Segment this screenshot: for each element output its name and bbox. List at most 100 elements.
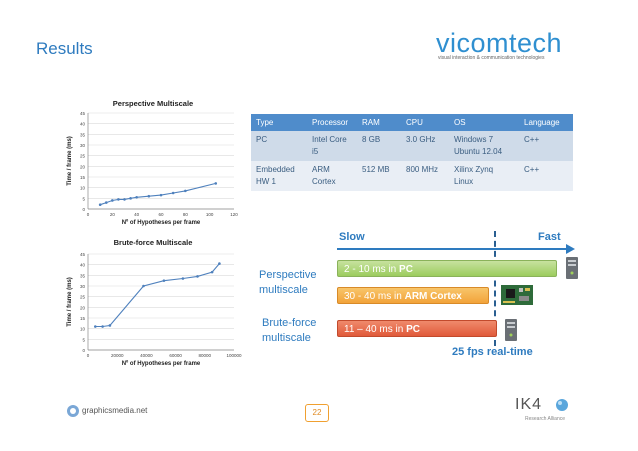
table-cell: Xilinx Zynq Linux — [449, 161, 519, 191]
data-point — [117, 198, 120, 201]
y-tick-label: 35 — [80, 273, 86, 278]
bruteforce-chart-svg: 0 5 10 15 20 25 30 35 40 45 0 20000 40000 60000 80000 1… — [67, 252, 242, 367]
arm-board-icon — [501, 285, 533, 305]
y-tick-label: 45 — [80, 111, 86, 116]
x-tick-label: 0 — [87, 353, 90, 358]
x-axis-label: Nº of Hypotheses per frame — [122, 361, 201, 367]
y-tick-label: 20 — [80, 305, 86, 310]
table-cell: Intel Core i5 — [307, 131, 357, 161]
table-cell: 512 MB — [357, 161, 401, 191]
x-tick-label: 120 — [230, 212, 238, 217]
data-point — [101, 325, 104, 328]
table-cell: C++ — [519, 131, 573, 161]
arrow-right-icon — [566, 244, 575, 254]
fps-label: 25 fps real-time — [452, 346, 533, 358]
bar-text: 11 – 40 ms in — [344, 324, 407, 335]
y-tick-label: 10 — [80, 186, 86, 191]
perspective-arm-bar: 30 - 40 ms in ARM Cortex — [337, 287, 489, 304]
table-row: Embedded HW 1 ARM Cortex 512 MB 800 MHz … — [251, 161, 573, 191]
realtime-threshold-line — [494, 231, 496, 346]
series-line — [100, 182, 216, 206]
chart-title: Brute-force Multiscale — [113, 238, 193, 247]
y-tick-label: 5 — [82, 196, 85, 201]
y-tick-label: 25 — [80, 295, 86, 300]
y-tick-label: 35 — [80, 132, 86, 137]
perspective-pc-bar: 2 - 10 ms in PC — [337, 260, 557, 277]
data-point — [171, 191, 175, 195]
data-point — [210, 270, 214, 274]
x-tick-label: 40 — [134, 212, 140, 217]
logo-wordmark: vicomtech — [436, 28, 563, 58]
table-header-cell: CPU — [401, 114, 449, 131]
pc-tower-icon — [566, 257, 578, 279]
ik4-wordmark: IK4 — [515, 396, 543, 413]
chart-title: Perspective Multiscale — [112, 99, 194, 108]
x-tick-label: 60000 — [169, 353, 182, 358]
bar-device: PC — [406, 324, 420, 335]
data-point — [142, 284, 145, 288]
pc-tower-icon — [505, 319, 517, 341]
data-point — [104, 201, 108, 204]
x-tick-label: 20000 — [111, 353, 124, 358]
y-tick-label: 20 — [80, 164, 86, 169]
logo-tagline: visual interaction & communication techn… — [438, 55, 545, 61]
table-header-row: Type Processor RAM CPU OS Language — [251, 114, 573, 131]
y-tick-label: 45 — [80, 252, 86, 257]
x-tick-label: 100000 — [226, 353, 242, 358]
perspective-chart-svg: 0 5 10 15 20 25 30 35 40 45 0 20 40 60 80 100 120 Nº of H… — [67, 111, 238, 226]
table-cell: PC — [251, 131, 307, 161]
ik4-logo: IK4 Research Alliance — [515, 396, 595, 432]
y-tick-label: 40 — [80, 122, 86, 127]
x-tick-label: 0 — [87, 212, 90, 217]
bar-device: ARM Cortex — [404, 291, 462, 302]
table-cell: ARM Cortex — [307, 161, 357, 191]
data-point — [129, 197, 132, 200]
y-tick-label: 40 — [80, 263, 86, 268]
slide-title: Results — [36, 39, 93, 58]
x-axis-label: Nº of Hypotheses per frame — [122, 220, 201, 226]
bruteforce-chart: Brute-force Multiscale 0 5 10 15 20 25 30 35 40 4… — [64, 236, 242, 368]
data-point — [135, 195, 138, 199]
table-cell: 8 GB — [357, 131, 401, 161]
slow-label: Slow — [339, 231, 365, 243]
ik4-subtitle: Research Alliance — [525, 416, 566, 422]
series-line — [95, 263, 220, 328]
data-point — [218, 262, 221, 265]
bar-text: 30 - 40 ms in — [344, 291, 405, 302]
y-axis-label: Time / frame (ms) — [67, 277, 73, 327]
data-point — [123, 198, 126, 201]
table-cell: Embedded HW 1 — [251, 161, 307, 191]
y-tick-label: 10 — [80, 327, 86, 332]
x-tick-label: 40000 — [140, 353, 153, 358]
data-point — [147, 194, 151, 198]
graphicsmedia-mark-icon — [67, 405, 79, 417]
data-point — [214, 182, 218, 185]
bar-device: PC — [399, 264, 413, 275]
y-tick-label: 5 — [82, 337, 85, 342]
data-point — [159, 193, 163, 197]
y-axis-label: Time / frame (ms) — [67, 136, 73, 186]
x-tick-label: 100 — [206, 212, 214, 217]
y-tick-label: 30 — [80, 284, 86, 289]
table-header-cell: Processor — [307, 114, 357, 131]
table-header-cell: OS — [449, 114, 519, 131]
bar-text: 2 - 10 ms in — [344, 264, 400, 275]
page-number: 22 — [305, 404, 329, 422]
table-header-cell: Language — [519, 114, 573, 131]
table-cell: 3.0 GHz — [401, 131, 449, 161]
perspective-chart: Perspective Multiscale 0 5 10 15 20 25 30 35 40 4… — [64, 97, 242, 227]
data-point — [98, 203, 102, 207]
data-point — [184, 189, 187, 193]
data-point — [181, 277, 185, 280]
speed-axis-line — [337, 248, 570, 250]
x-tick-label: 80000 — [199, 353, 212, 358]
table-header-cell: RAM — [357, 114, 401, 131]
table-cell: C++ — [519, 161, 573, 191]
y-tick-label: 0 — [82, 207, 85, 212]
ik4-globe-icon — [556, 399, 568, 411]
x-tick-label: 60 — [158, 212, 164, 217]
data-point — [196, 275, 199, 278]
y-tick-label: 15 — [80, 316, 86, 321]
fast-label: Fast — [538, 231, 561, 243]
data-point — [162, 279, 166, 282]
